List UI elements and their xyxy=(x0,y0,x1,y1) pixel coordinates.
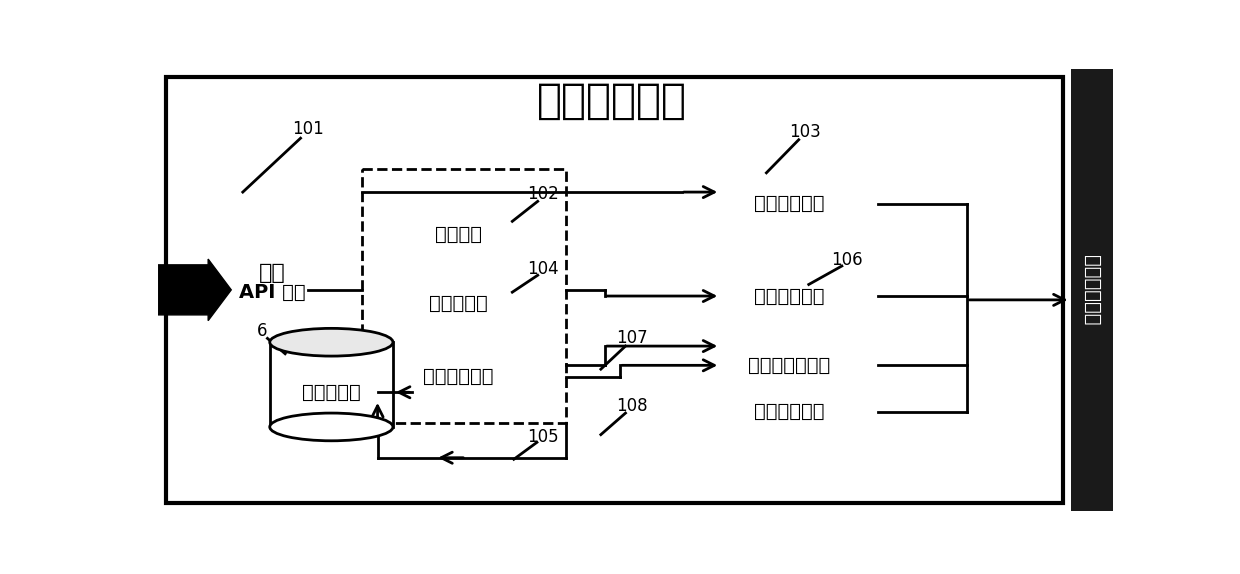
Bar xyxy=(362,169,567,423)
Text: 103: 103 xyxy=(789,123,821,141)
Text: 日志管理组件: 日志管理组件 xyxy=(754,402,825,421)
Text: 101: 101 xyxy=(293,120,324,138)
Text: 容器部署组件: 容器部署组件 xyxy=(754,194,825,213)
Text: 关系数据库: 关系数据库 xyxy=(303,383,361,402)
Ellipse shape xyxy=(270,328,393,356)
Text: 分布式任务组件: 分布式任务组件 xyxy=(749,356,831,375)
Ellipse shape xyxy=(270,413,393,441)
Bar xyxy=(1070,69,1112,511)
Text: 106: 106 xyxy=(832,251,863,269)
Text: 105: 105 xyxy=(527,428,559,446)
Text: 平台: 平台 xyxy=(259,263,285,283)
Text: 心跳组件: 心跳组件 xyxy=(435,225,482,244)
Text: API 组件: API 组件 xyxy=(239,282,305,302)
Text: 负载均衡组件: 负载均衡组件 xyxy=(423,367,494,386)
Text: 6: 6 xyxy=(257,321,268,340)
Text: 平台中心单元: 平台中心单元 xyxy=(537,80,687,122)
Text: 高可用组件: 高可用组件 xyxy=(429,294,487,313)
Text: 102: 102 xyxy=(527,185,559,203)
Text: 107: 107 xyxy=(616,329,647,347)
Text: 其他中心组件: 其他中心组件 xyxy=(1081,255,1101,325)
Text: 104: 104 xyxy=(527,260,559,278)
Bar xyxy=(270,342,393,427)
FancyArrow shape xyxy=(159,259,231,321)
Text: 108: 108 xyxy=(616,397,647,415)
Text: 消息队列组件: 消息队列组件 xyxy=(754,286,825,305)
